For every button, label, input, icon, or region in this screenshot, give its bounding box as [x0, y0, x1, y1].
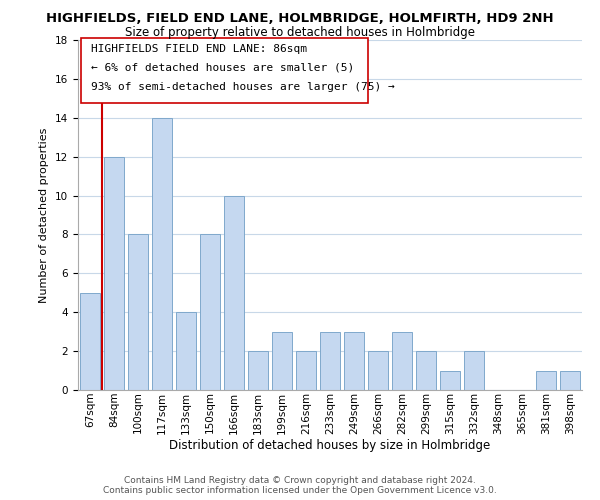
Bar	[392, 332, 412, 390]
Bar	[416, 351, 436, 390]
X-axis label: Distribution of detached houses by size in Holmbridge: Distribution of detached houses by size …	[169, 439, 491, 452]
Text: HIGHFIELDS FIELD END LANE: 86sqm: HIGHFIELDS FIELD END LANE: 86sqm	[91, 44, 307, 54]
Bar	[344, 332, 364, 390]
Bar	[464, 351, 484, 390]
Text: Size of property relative to detached houses in Holmbridge: Size of property relative to detached ho…	[125, 26, 475, 39]
Bar	[560, 370, 580, 390]
Text: 93% of semi-detached houses are larger (75) →: 93% of semi-detached houses are larger (…	[91, 82, 394, 92]
Bar	[248, 351, 268, 390]
Bar	[440, 370, 460, 390]
Bar	[224, 196, 244, 390]
Text: ← 6% of detached houses are smaller (5): ← 6% of detached houses are smaller (5)	[91, 62, 354, 72]
Y-axis label: Number of detached properties: Number of detached properties	[40, 128, 49, 302]
Bar	[296, 351, 316, 390]
Bar	[368, 351, 388, 390]
Bar	[80, 293, 100, 390]
Bar	[536, 370, 556, 390]
Text: HIGHFIELDS, FIELD END LANE, HOLMBRIDGE, HOLMFIRTH, HD9 2NH: HIGHFIELDS, FIELD END LANE, HOLMBRIDGE, …	[46, 12, 554, 26]
Bar	[152, 118, 172, 390]
Bar	[176, 312, 196, 390]
Text: Contains HM Land Registry data © Crown copyright and database right 2024.
Contai: Contains HM Land Registry data © Crown c…	[103, 476, 497, 495]
Bar	[104, 156, 124, 390]
Bar	[128, 234, 148, 390]
Bar	[200, 234, 220, 390]
Bar	[272, 332, 292, 390]
FancyBboxPatch shape	[80, 38, 368, 103]
Bar	[320, 332, 340, 390]
